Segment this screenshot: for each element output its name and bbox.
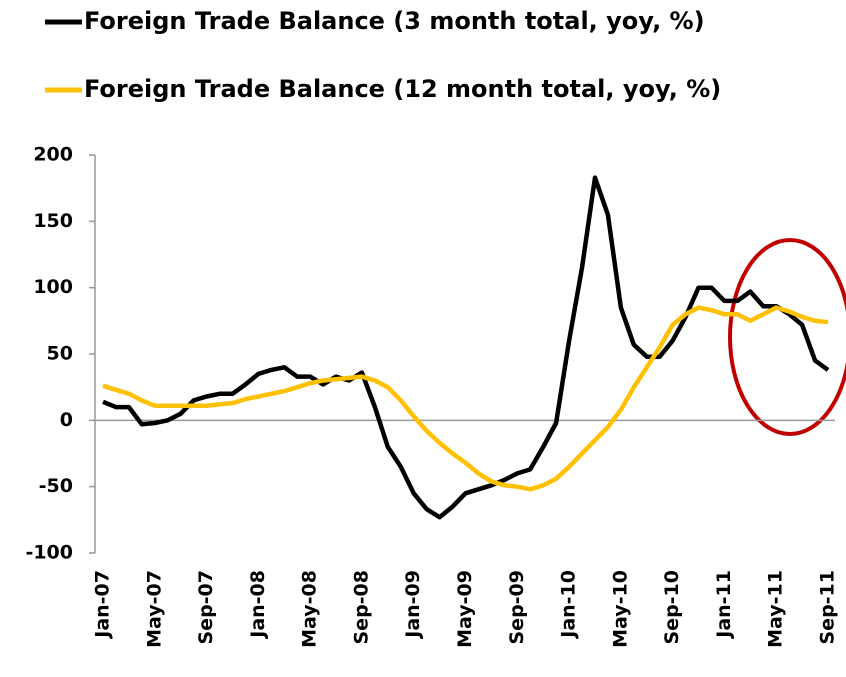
x-tick-label: Jan-10: [558, 570, 580, 640]
highlight-ellipse: [728, 238, 846, 436]
y-tick-label: 200: [33, 144, 73, 166]
x-tick-label: Jan-08: [247, 570, 269, 640]
x-tick-label: Jan-11: [713, 570, 735, 640]
series-line: [102, 305, 829, 492]
x-tick-label: Sep-11: [817, 570, 839, 645]
x-tick-label: Sep-10: [661, 570, 683, 645]
y-tick-label: -100: [25, 542, 73, 564]
y-tick-label: -50: [39, 475, 73, 497]
series-line: [102, 175, 830, 520]
y-tick-label: 0: [60, 409, 73, 431]
y-tick-label: 50: [47, 343, 73, 365]
x-tick-label: May-10: [609, 570, 631, 648]
x-tick-label: Jan-07: [92, 570, 114, 640]
y-tick-label: 150: [33, 210, 73, 232]
legend-label: Foreign Trade Balance (12 month total, y…: [84, 75, 721, 103]
x-tick-label: Sep-08: [350, 570, 372, 645]
x-tick-label: Sep-09: [506, 570, 528, 645]
legend-label: Foreign Trade Balance (3 month total, yo…: [84, 7, 705, 35]
x-tick-label: May-08: [299, 570, 321, 648]
x-tick-label: Jan-09: [402, 570, 424, 640]
x-tick-label: May-09: [454, 570, 476, 648]
y-tick-label: 100: [33, 276, 73, 298]
x-tick-label: Sep-07: [195, 570, 217, 645]
x-tick-label: May-11: [765, 570, 787, 648]
x-tick-label: May-07: [143, 570, 165, 648]
